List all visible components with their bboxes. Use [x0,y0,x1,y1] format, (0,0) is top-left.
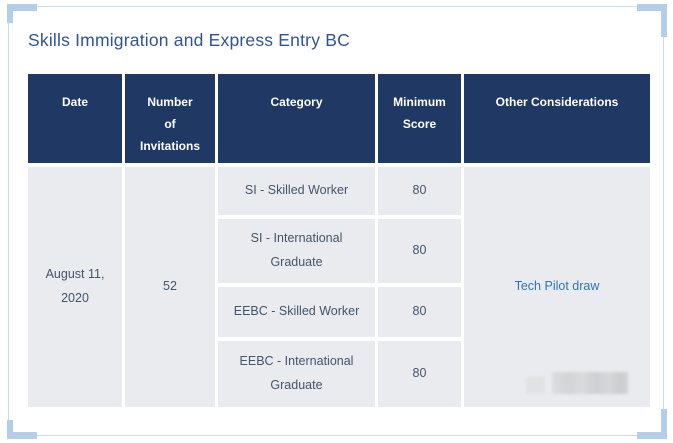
score-cell: 80 [378,219,461,283]
column-header-minimum-score: Minimum Score [378,74,461,163]
frame-corner-bottom-left [7,420,37,439]
category-cell: EEBC - International Graduate [218,341,375,407]
score-cell: 80 [378,287,461,337]
score-cell: 80 [378,341,461,407]
invitations-cell: 52 [125,167,215,407]
column-header-category: Category [218,74,375,163]
blurred-watermark-block [526,377,545,394]
blurred-watermark [526,369,636,394]
category-cell: SI - Skilled Worker [218,167,375,215]
category-cell: EEBC - Skilled Worker [218,287,375,337]
page-title: Skills Immigration and Express Entry BC [28,30,350,50]
other-considerations-cell: Tech Pilot draw [464,167,650,407]
date-cell: August 11, 2020 [28,167,122,407]
column-header-date: Date [28,74,122,163]
score-cell: 80 [378,167,461,215]
draw-results-table: Date Number of Invitations Category Mini… [28,74,650,407]
column-header-number-of-invitations: Number of Invitations [125,74,215,163]
category-cell: SI - International Graduate [218,219,375,283]
frame-corner-top-right [637,4,667,37]
tech-pilot-draw-link[interactable]: Tech Pilot draw [514,279,600,294]
frame-corner-top-left [7,4,37,23]
column-header-other-considerations: Other Considerations [464,74,650,163]
frame-corner-bottom-right [637,409,667,439]
blurred-watermark-block [552,372,628,394]
